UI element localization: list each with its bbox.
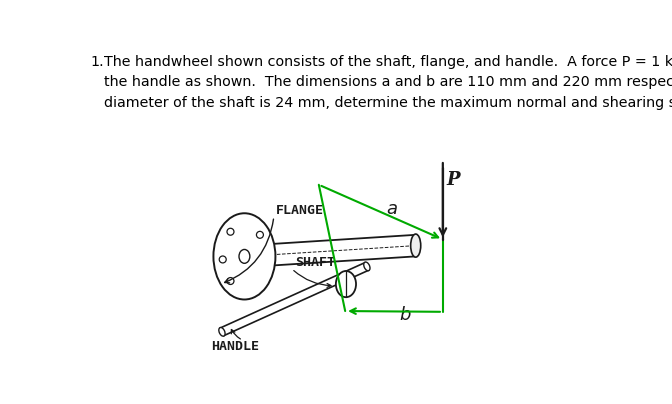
Text: a: a <box>386 200 397 218</box>
Text: The handwheel shown consists of the shaft, flange, and handle.  A force P = 1 kN: The handwheel shown consists of the shaf… <box>104 55 672 110</box>
Ellipse shape <box>364 262 370 271</box>
Text: P: P <box>447 171 460 189</box>
Text: FLANGE: FLANGE <box>276 204 323 217</box>
Text: b: b <box>399 305 411 324</box>
Ellipse shape <box>214 213 276 299</box>
Ellipse shape <box>411 234 421 257</box>
Ellipse shape <box>219 328 225 336</box>
Ellipse shape <box>336 271 356 297</box>
Text: 1.: 1. <box>90 55 104 69</box>
Text: SHAFT: SHAFT <box>295 256 335 269</box>
Text: HANDLE: HANDLE <box>211 340 259 353</box>
